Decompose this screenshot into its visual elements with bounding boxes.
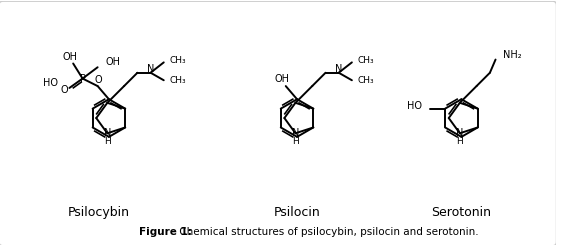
Text: N: N — [335, 64, 342, 74]
Text: N: N — [103, 128, 111, 138]
Text: H: H — [456, 137, 463, 146]
Text: CH₃: CH₃ — [358, 56, 374, 65]
Text: P: P — [80, 74, 85, 84]
Text: Figure 1:: Figure 1: — [139, 227, 192, 237]
Text: Chemical structures of psilocybin, psilocin and serotonin.: Chemical structures of psilocybin, psilo… — [176, 227, 479, 237]
Text: H: H — [292, 137, 299, 146]
Text: CH₃: CH₃ — [170, 56, 187, 65]
Text: CH₃: CH₃ — [358, 76, 374, 85]
Text: NH₂: NH₂ — [504, 50, 522, 60]
Text: N: N — [292, 128, 299, 138]
Text: OH: OH — [106, 57, 121, 67]
Text: N: N — [456, 128, 464, 138]
Text: H: H — [104, 137, 111, 146]
Text: Serotonin: Serotonin — [432, 206, 491, 219]
Text: CH₃: CH₃ — [170, 76, 187, 85]
Text: Psilocin: Psilocin — [274, 206, 320, 219]
Text: O: O — [95, 75, 102, 85]
Text: N: N — [147, 64, 155, 74]
Text: Psilocybin: Psilocybin — [68, 206, 130, 219]
Text: OH: OH — [274, 74, 289, 84]
Text: OH: OH — [63, 52, 78, 62]
Text: O: O — [61, 85, 68, 95]
Text: HO: HO — [407, 101, 422, 111]
Text: HO: HO — [43, 78, 57, 88]
